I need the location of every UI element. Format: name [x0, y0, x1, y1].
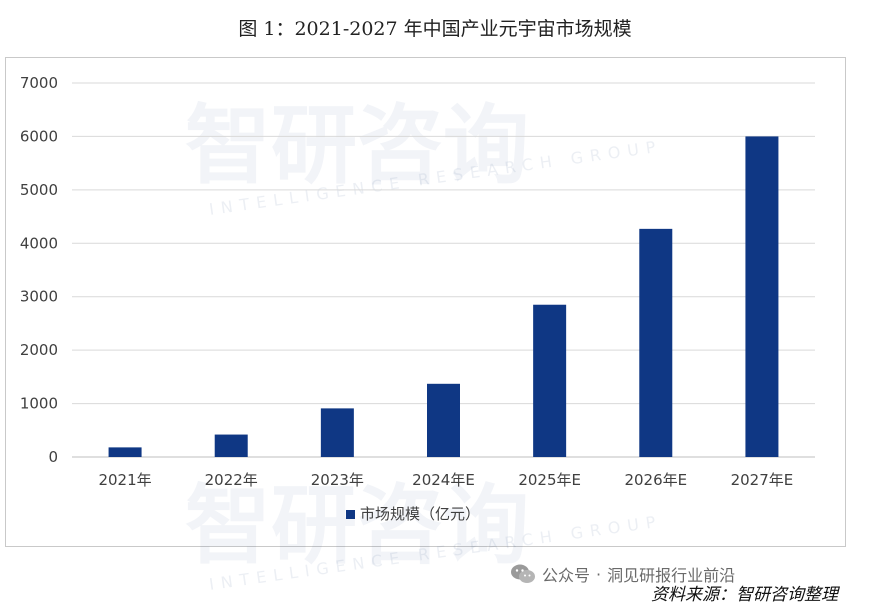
y-tick-label: 3000 — [20, 288, 58, 306]
chart-title: 图 1：2021-2027 年中国产业元宇宙市场规模 — [238, 18, 632, 40]
bar — [533, 304, 567, 457]
bar — [427, 383, 460, 457]
y-tick-label: 7000 — [20, 74, 58, 92]
x-tick-label: 2023年 — [311, 471, 364, 489]
x-tick-label: 2024年E — [412, 471, 475, 489]
bar — [108, 447, 142, 457]
legend-swatch — [346, 510, 355, 519]
x-tick-label: 2022年 — [205, 471, 258, 489]
bar — [214, 434, 248, 457]
watermark-cn: 智研咨询 — [185, 96, 529, 196]
x-tick-label: 2021年 — [98, 471, 151, 489]
watermark-cn: 智研咨询 — [185, 476, 529, 576]
legend: 市场规模（亿元） — [346, 505, 480, 523]
bar-series — [108, 136, 779, 457]
wechat-attribution: 公众号 · 洞见研报行业前沿 — [510, 562, 735, 586]
y-tick-label: 0 — [48, 448, 58, 466]
wechat-account: 洞见研报行业前沿 — [607, 566, 736, 585]
source-note: 资料来源：智研咨询整理 — [651, 585, 838, 605]
y-axis-ticks: 0 1000 2000 3000 4000 5000 6000 7000 — [20, 74, 58, 466]
y-tick-label: 1000 — [20, 395, 58, 413]
y-tick-label: 4000 — [20, 234, 58, 252]
wechat-separator: · — [596, 564, 602, 584]
x-axis-ticks: 2021年 2022年 2023年 2024年E 2025年E 2026年E 2027年E — [98, 471, 793, 489]
x-tick-label: 2026年E — [624, 471, 687, 489]
bar — [745, 136, 779, 457]
y-tick-label: 5000 — [20, 181, 58, 199]
y-tick-label: 6000 — [20, 127, 58, 145]
gridlines — [72, 82, 815, 458]
wechat-icon — [511, 564, 535, 583]
legend-label: 市场规模（亿元） — [360, 505, 480, 523]
bar — [639, 228, 673, 457]
x-tick-label: 2027年E — [731, 471, 794, 489]
wechat-label: 公众号 — [542, 566, 591, 585]
y-tick-label: 2000 — [20, 341, 58, 359]
chart-frame — [5, 57, 846, 547]
x-tick-label: 2025年E — [518, 471, 581, 489]
bar — [320, 408, 354, 457]
